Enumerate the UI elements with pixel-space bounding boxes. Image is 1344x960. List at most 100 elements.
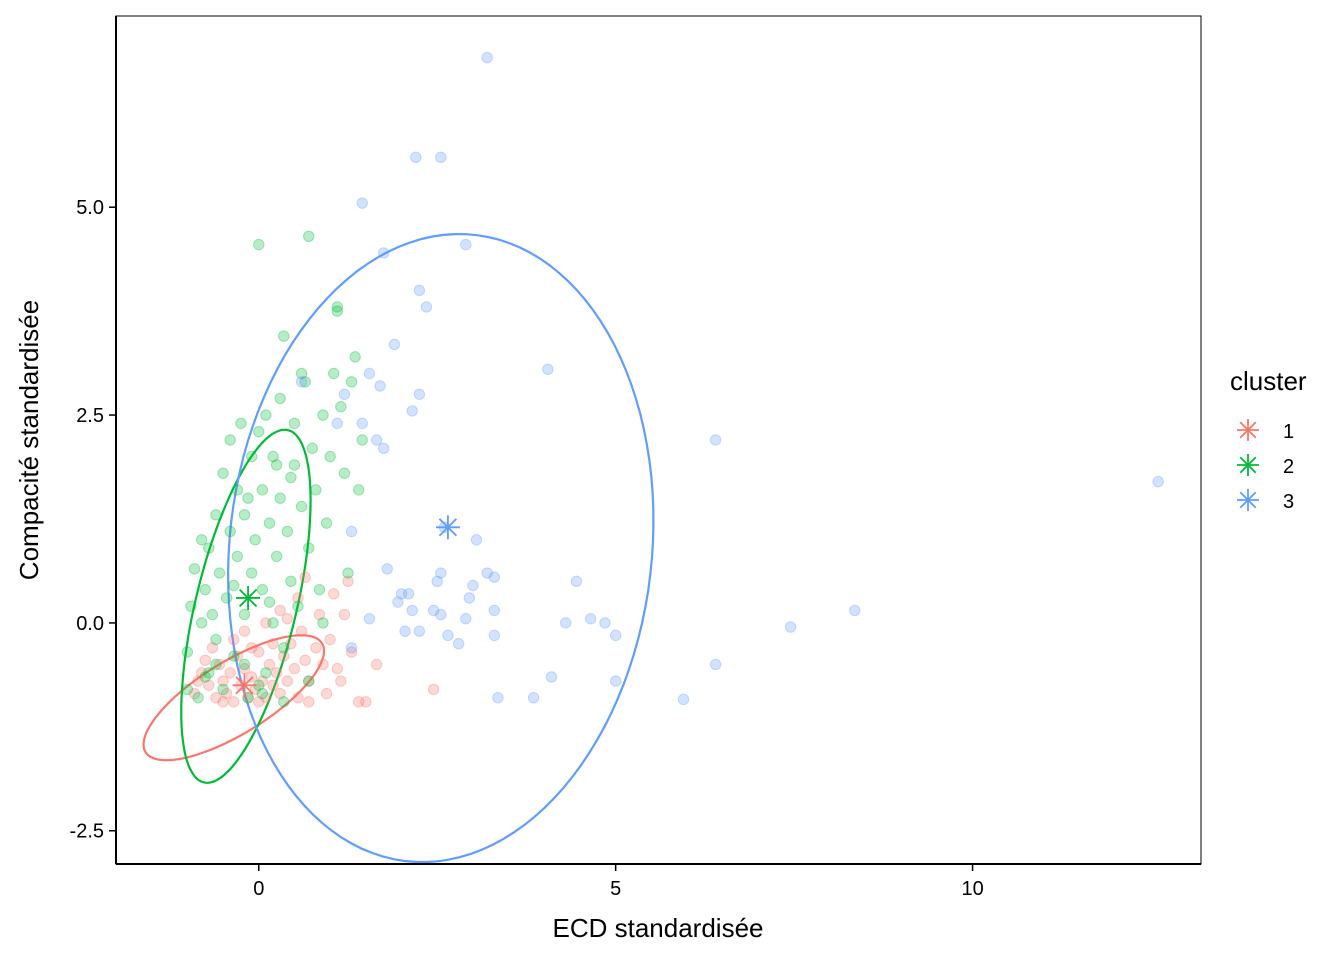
cluster-1-point xyxy=(260,617,272,629)
cluster-2-point xyxy=(317,617,329,629)
cluster-1-point xyxy=(342,575,354,588)
cluster-2-point xyxy=(253,425,265,438)
cluster-1-point xyxy=(281,613,294,625)
cluster-3-point xyxy=(413,284,426,297)
cluster-3-point xyxy=(442,629,454,642)
cluster-2-point xyxy=(320,517,333,529)
cluster-1-point xyxy=(213,658,226,671)
cluster-3-point xyxy=(570,575,583,588)
cluster-1-point xyxy=(220,687,233,700)
cluster-3-point xyxy=(406,405,418,417)
cluster-3-point xyxy=(435,151,447,164)
cluster-3-point xyxy=(338,388,351,400)
cluster-3-point xyxy=(463,592,476,604)
cluster-2-point xyxy=(299,376,311,388)
cluster-3-point xyxy=(709,434,722,446)
cluster-2-point xyxy=(260,409,272,421)
cluster-2-point xyxy=(288,417,301,430)
cluster-2-point xyxy=(181,683,194,696)
cluster-2-point xyxy=(195,617,208,629)
cluster-1-point xyxy=(274,687,286,700)
points-layer xyxy=(181,51,1164,708)
cluster-2-point xyxy=(220,592,233,604)
legend: cluster 1 2 3 xyxy=(1230,366,1307,513)
cluster-1-point xyxy=(345,646,358,658)
cluster-1-point xyxy=(256,675,269,687)
cluster-2-point xyxy=(267,617,279,629)
cluster-2-point xyxy=(203,667,215,679)
cluster-2-point xyxy=(238,608,251,621)
cluster-1-point xyxy=(270,667,283,679)
cluster-2-point xyxy=(263,596,276,608)
cluster-1-centroid xyxy=(232,673,257,698)
cluster-2-point xyxy=(185,600,197,612)
legend-label-3: 3 xyxy=(1283,491,1294,513)
cluster-1-point xyxy=(217,675,229,687)
cluster-2-point xyxy=(295,500,308,513)
cluster-3-point xyxy=(849,604,861,617)
cluster-3-point xyxy=(784,621,797,633)
cluster-1-point xyxy=(292,592,304,604)
cluster-1-point xyxy=(352,696,365,708)
cluster-1-point xyxy=(260,692,272,704)
cluster-3-point xyxy=(363,367,376,380)
cluster-3-point xyxy=(345,525,358,538)
cluster-2-point xyxy=(278,642,290,654)
cluster-2-point xyxy=(313,583,326,596)
cluster-3-point xyxy=(452,637,465,650)
cluster-1-point xyxy=(263,658,276,671)
cluster-2-point xyxy=(274,492,286,504)
x-tick-label: 0 xyxy=(253,878,264,900)
x-axis-ticks: 0 5 10 xyxy=(253,864,984,900)
cluster-3-point xyxy=(395,588,408,600)
cluster-2-point xyxy=(267,450,279,463)
cluster-1-point xyxy=(324,633,336,646)
cluster-3-point xyxy=(413,388,426,400)
cluster-1-point xyxy=(253,646,265,658)
cluster-3-point xyxy=(381,563,393,575)
cluster-2-point xyxy=(256,687,269,700)
cluster-2-centroid xyxy=(236,585,261,610)
cluster-2-point xyxy=(245,450,258,463)
cluster-2-point xyxy=(195,534,208,546)
cluster-3-point xyxy=(460,613,472,625)
ellipse-layer xyxy=(142,232,655,864)
centroid-layer xyxy=(232,515,460,698)
cluster-3-point xyxy=(399,625,411,637)
cluster-2-ellipse xyxy=(180,428,312,784)
cluster-1-point xyxy=(295,625,308,637)
cluster-1-point xyxy=(267,679,279,691)
cluster-2-point xyxy=(263,517,276,529)
cluster-3-point xyxy=(420,301,433,313)
cluster-1-point xyxy=(320,687,333,700)
cluster-2-point xyxy=(217,467,229,479)
cluster-2-point xyxy=(356,434,368,446)
cluster-1-point xyxy=(310,642,322,654)
cluster-2-point xyxy=(295,367,308,380)
cluster-2-point xyxy=(249,534,261,546)
cluster-2-point xyxy=(238,509,251,521)
cluster-2-point xyxy=(303,675,315,687)
cluster-3-point xyxy=(542,363,554,376)
cluster-1-point xyxy=(245,642,258,654)
cluster-1-point xyxy=(317,658,329,671)
cluster-1-point xyxy=(228,696,240,708)
cluster-1-point xyxy=(274,604,286,617)
cluster-1-point xyxy=(292,692,304,704)
cluster-2-point xyxy=(303,230,315,243)
cluster-3-point xyxy=(527,692,540,704)
cluster-2-point xyxy=(253,238,265,251)
cluster-2-point xyxy=(228,650,240,662)
cluster-2-point xyxy=(310,484,322,496)
cluster-2-point xyxy=(292,600,304,612)
cluster-1-point xyxy=(335,675,347,687)
cluster-3-point xyxy=(374,380,386,392)
y-axis-ticks: -2.5 0.0 2.5 5.0 xyxy=(70,197,116,843)
cluster-3-point xyxy=(488,629,501,642)
cluster-2-point xyxy=(199,583,211,596)
cluster-2-point xyxy=(256,583,269,596)
cluster-1-point xyxy=(288,662,301,675)
cluster-1-point xyxy=(303,696,315,708)
cluster-3-point xyxy=(560,617,572,629)
